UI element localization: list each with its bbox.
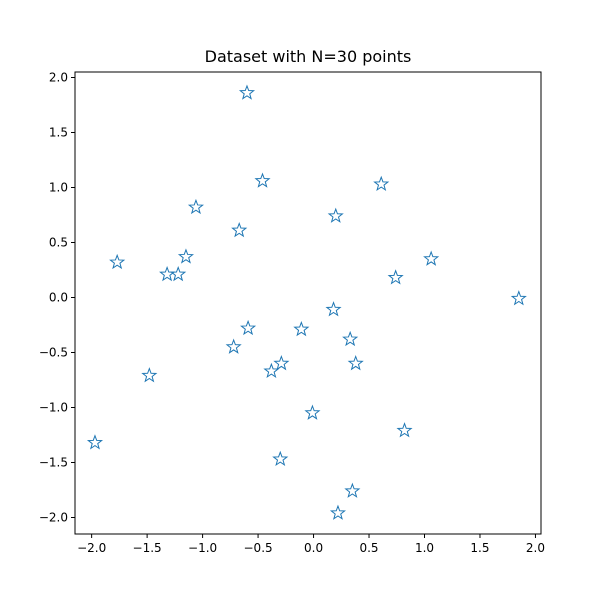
x-tick-label: 2.0 xyxy=(526,541,545,555)
y-tick-label: −0.5 xyxy=(39,346,68,360)
y-tick-label: −2.0 xyxy=(39,511,68,525)
data-point-star xyxy=(396,422,413,438)
data-point-star xyxy=(329,504,346,520)
data-point-star xyxy=(342,330,359,347)
data-point-star xyxy=(325,301,342,317)
data-point-star xyxy=(254,172,271,188)
data-point-star xyxy=(510,290,527,306)
data-point-star xyxy=(177,248,194,264)
data-point-star xyxy=(159,265,176,282)
data-point-star xyxy=(423,250,440,266)
y-tick-label: −1.0 xyxy=(39,401,68,415)
data-point-star xyxy=(170,265,187,282)
data-point-star xyxy=(86,434,104,450)
data-point-star xyxy=(225,338,242,354)
x-tick-label: −1.0 xyxy=(188,541,217,555)
data-point-star xyxy=(187,198,204,215)
data-point-star xyxy=(109,253,126,270)
x-tick-label: −2.0 xyxy=(77,541,106,555)
data-point-star xyxy=(304,404,321,420)
x-tick-label: 0.0 xyxy=(304,541,323,555)
data-point-star xyxy=(344,482,361,498)
x-tick-label: −1.5 xyxy=(133,541,162,555)
data-point-star xyxy=(263,362,280,379)
plot-frame xyxy=(74,71,542,535)
data-point-star xyxy=(373,175,390,192)
data-point-star xyxy=(240,319,257,336)
chart-title: Dataset with N=30 points xyxy=(204,47,412,66)
x-tick-label: 1.5 xyxy=(470,541,489,555)
y-tick-label: 0.0 xyxy=(49,291,68,305)
y-tick-label: 0.5 xyxy=(49,236,68,250)
data-point-star xyxy=(273,355,290,371)
data-point-star xyxy=(141,367,158,383)
data-point-star xyxy=(231,221,248,238)
x-tick-label: −0.5 xyxy=(244,541,273,555)
data-point-star xyxy=(327,207,344,223)
data-point-star xyxy=(272,450,289,467)
y-axis-ticks: −2.0 −1.5 −1.0 −0.5 0.0 0.5 1.0 1.5 2.0 xyxy=(39,71,75,525)
y-tick-label: 1.0 xyxy=(49,181,68,195)
y-tick-label: 2.0 xyxy=(49,71,68,85)
x-tick-label: 1.0 xyxy=(415,541,434,555)
data-point-star xyxy=(347,355,364,371)
data-point-star xyxy=(387,269,404,285)
data-point-star xyxy=(293,320,310,337)
x-axis-ticks: −2.0 −1.5 −1.0 −0.5 0.0 0.5 1.0 1.5 2.0 xyxy=(77,534,545,555)
data-point-star xyxy=(238,84,256,100)
data-markers xyxy=(86,84,527,520)
y-tick-label: 1.5 xyxy=(49,126,68,140)
x-tick-label: 0.5 xyxy=(359,541,378,555)
y-tick-label: −1.5 xyxy=(39,456,68,470)
